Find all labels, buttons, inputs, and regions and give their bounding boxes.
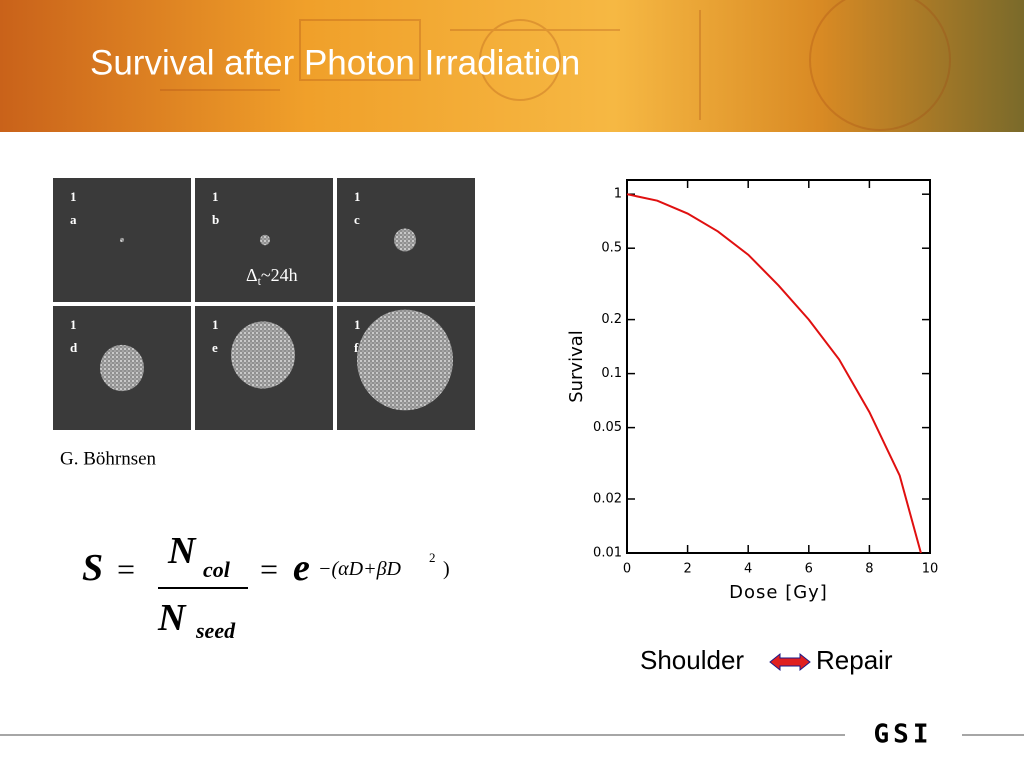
colony — [100, 344, 144, 392]
x-tick-label: 4 — [744, 562, 752, 577]
y-tick-label: 0.01 — [593, 546, 622, 561]
x-tick-label: 8 — [865, 562, 873, 577]
formula-text: 2 — [429, 550, 436, 565]
formula-text: col — [203, 557, 231, 582]
credit: G. Böhrnsen — [60, 448, 157, 469]
panel-label: f — [354, 340, 359, 355]
note-text: Repair — [816, 645, 893, 675]
colony — [357, 309, 453, 411]
panel-label: c — [354, 212, 360, 227]
formula-text: N — [157, 597, 187, 639]
formula-text: e — [293, 547, 310, 589]
panel-label: 1 — [354, 189, 361, 204]
x-tick-label: 10 — [922, 562, 939, 577]
panel-label: b — [212, 212, 219, 227]
slide-title: Survival after Photon Irradiation — [90, 43, 580, 82]
y-tick-label: 1 — [614, 187, 622, 202]
formula-text: N — [167, 530, 197, 572]
colony-images: 1 a 1 b 1 c 1 d 1 e 1 f Δt~24h — [53, 178, 475, 430]
survival-curve — [626, 193, 922, 554]
note-text: Shoulder — [640, 645, 744, 675]
formula-text: S — [82, 547, 103, 589]
panel-label: 1 — [70, 189, 77, 204]
header-banner — [0, 0, 1024, 132]
colony — [231, 321, 295, 389]
panel-label: 1 — [212, 189, 219, 204]
header-decoration — [160, 0, 951, 131]
colony — [394, 228, 416, 252]
interval-label: Δt~24h — [246, 265, 298, 288]
double-arrow — [769, 652, 811, 672]
formula-text: = — [117, 551, 135, 587]
y-tick-label: 0.02 — [593, 491, 622, 506]
formula: S = N col N seed = e −(αD+βD 2 ) — [82, 530, 450, 643]
formula-text: seed — [195, 618, 236, 643]
colony — [120, 237, 124, 243]
y-tick-label: 0.2 — [601, 312, 622, 327]
x-tick-label: 6 — [805, 562, 813, 577]
panel-label: 1 — [212, 317, 219, 332]
y-tick-label: 0.1 — [601, 366, 622, 381]
panel-label: d — [70, 340, 78, 355]
panel-label: e — [212, 340, 218, 355]
interval-label-part: ~24h — [261, 265, 298, 285]
interval-label-part: Δ — [246, 265, 258, 285]
plot-frame — [626, 179, 931, 554]
formula-text: = — [260, 551, 278, 587]
y-tick-label: 0.05 — [593, 420, 622, 435]
x-axis-label: Dose [Gy] — [729, 582, 828, 603]
panel-label: 1 — [70, 317, 77, 332]
panel-label: 1 — [354, 317, 361, 332]
colony — [260, 234, 270, 246]
x-tick-label: 0 — [623, 562, 631, 577]
chart: 1 0.5 0.2 0.1 0.05 0.02 0.010 2 4 6 8 10 Dose [Gy] Su… — [566, 179, 939, 603]
formula-text: −(αD+βD — [318, 558, 402, 580]
y-axis-label: Survival — [566, 330, 587, 403]
formula-text: ) — [443, 558, 450, 580]
y-tick-label: 0.5 — [601, 241, 622, 256]
panel-label: a — [70, 212, 77, 227]
x-tick-label: 2 — [683, 562, 691, 577]
interval-label-part: t — [258, 274, 262, 288]
logo: GSI — [874, 720, 933, 750]
